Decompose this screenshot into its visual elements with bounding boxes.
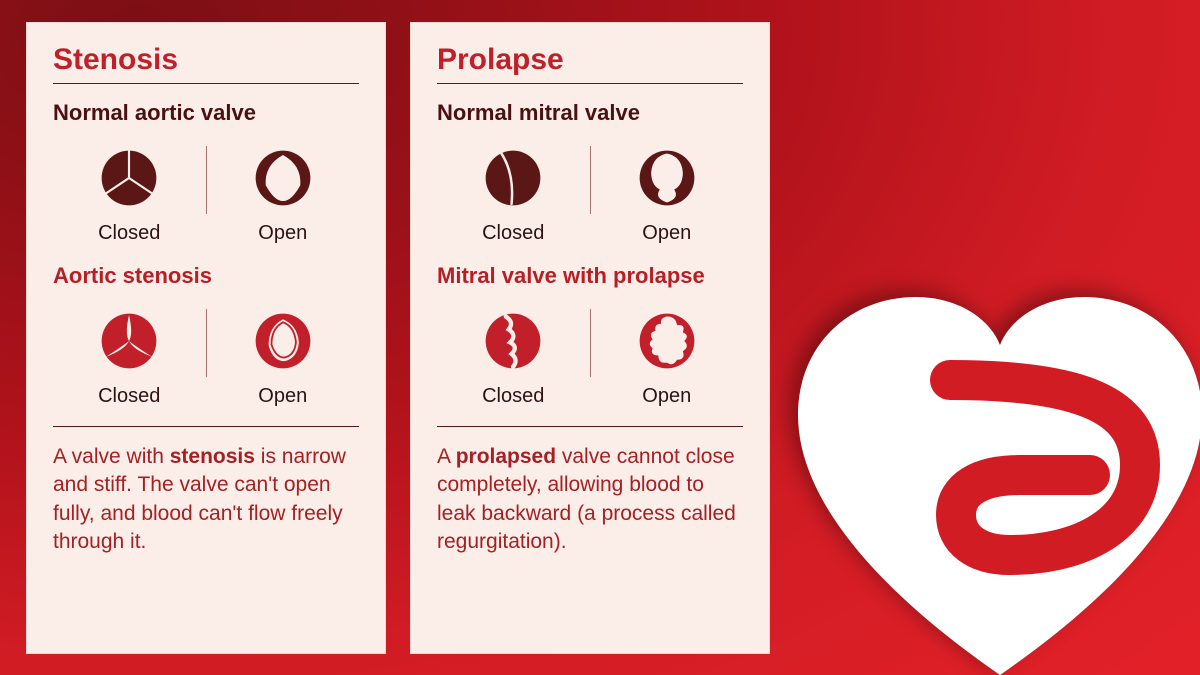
valve-row: Closed Open [53,303,359,408]
mitral-closed-normal-icon [475,140,551,216]
aortic-open-normal-icon [245,140,321,216]
valve-cell-open: Open [591,303,744,408]
state-label: Open [642,222,691,245]
divider [206,146,207,214]
state-label: Open [258,222,307,245]
card-prolapse: Prolapse Normal mitral valve Closed [410,22,770,654]
divider-line [53,426,359,427]
divider [590,309,591,377]
valve-cell-open: Open [591,140,744,245]
aortic-closed-stenosis-icon [91,303,167,379]
state-label: Open [642,385,691,408]
divider-line [437,426,743,427]
heart-logo-icon [780,275,1200,675]
state-label: Open [258,385,307,408]
desc-pre: A valve with [53,445,170,468]
state-label: Closed [98,385,160,408]
divider [206,309,207,377]
mitral-open-normal-icon [629,140,705,216]
valve-cell-closed: Closed [53,140,206,245]
valve-row: Closed Open [437,140,743,245]
state-label: Closed [482,385,544,408]
section-title: Aortic stenosis [53,263,359,289]
description: A prolapsed valve cannot close completel… [437,443,743,556]
desc-bold: stenosis [170,445,255,468]
valve-cell-open: Open [207,303,360,408]
section-title: Normal mitral valve [437,100,743,126]
divider [590,146,591,214]
aortic-open-stenosis-icon [245,303,321,379]
state-label: Closed [482,222,544,245]
valve-cell-closed: Closed [53,303,206,408]
aortic-closed-normal-icon [91,140,167,216]
section-title: Mitral valve with prolapse [437,263,743,289]
mitral-open-prolapse-icon [629,303,705,379]
desc-bold: prolapsed [456,445,556,468]
valve-cell-closed: Closed [437,303,590,408]
valve-row: Closed Open [437,303,743,408]
mitral-closed-prolapse-icon [475,303,551,379]
cards-container: Stenosis Normal aortic valve Closed [26,22,770,654]
valve-row: Closed Open [53,140,359,245]
card-title-prolapse: Prolapse [437,43,743,84]
card-title-stenosis: Stenosis [53,43,359,84]
section-title: Normal aortic valve [53,100,359,126]
description: A valve with stenosis is narrow and stif… [53,443,359,556]
desc-pre: A [437,445,456,468]
state-label: Closed [98,222,160,245]
valve-cell-closed: Closed [437,140,590,245]
card-stenosis: Stenosis Normal aortic valve Closed [26,22,386,654]
valve-cell-open: Open [207,140,360,245]
